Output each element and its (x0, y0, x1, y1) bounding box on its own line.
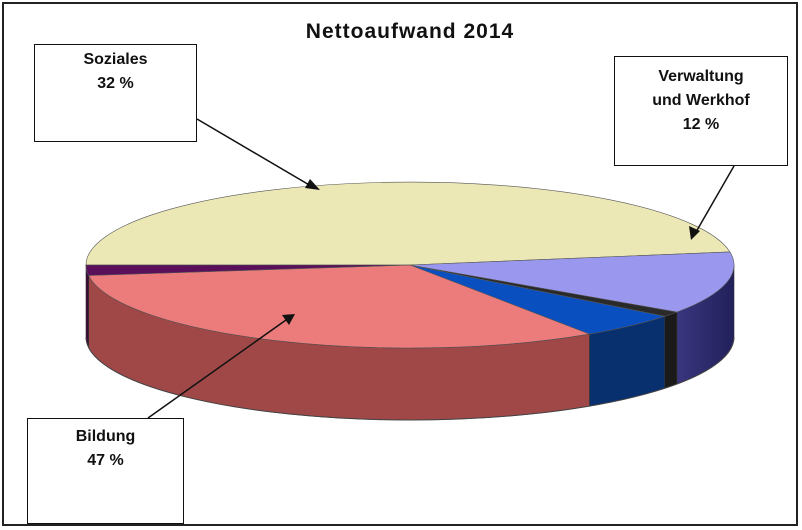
callout-verwaltung-label-line1: Verwaltung (658, 68, 744, 85)
callout-verwaltung: Verwaltung und Werkhof 12 % (614, 56, 788, 166)
pie-slice-segment-6 (85, 264, 411, 276)
pie-side-segment-3 (664, 311, 678, 389)
pointer-soziales-arrowhead (305, 179, 320, 190)
pointer-bildung-arrowhead (282, 314, 295, 325)
callout-soziales-value: 32 % (97, 75, 134, 92)
callout-verwaltung-label-line2: und Werkhof (652, 92, 750, 109)
callout-bildung: Bildung 47 % (27, 418, 184, 524)
pie-slice-soziales (88, 264, 591, 349)
pie-slice-bildung (85, 181, 731, 266)
pie-slice-verwaltung-und-werkhof (409, 251, 735, 313)
chart-title: Nettoaufwand 2014 (305, 20, 515, 43)
callout-soziales-label: Soziales (83, 51, 148, 68)
pie-side-segment-6 (85, 265, 89, 348)
callout-verwaltung-value: 12 % (682, 116, 720, 133)
pointer-soziales (196, 118, 312, 187)
callout-pointers (147, 118, 735, 419)
pointer-bildung (147, 319, 287, 419)
pointer-verwaltung-arrowhead (689, 226, 700, 240)
pie-bottom-rim (85, 336, 735, 421)
callout-soziales: Soziales 32 % (34, 44, 197, 142)
callout-bildung-value: 47 % (87, 452, 124, 469)
callout-bildung-label: Bildung (75, 428, 136, 445)
pointer-verwaltung (695, 165, 735, 233)
